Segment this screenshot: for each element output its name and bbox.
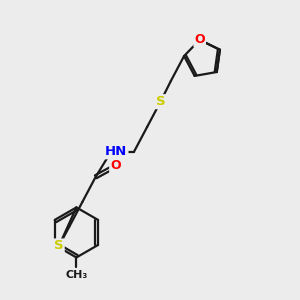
Text: S: S bbox=[156, 95, 165, 108]
Text: S: S bbox=[54, 239, 64, 253]
Text: CH₃: CH₃ bbox=[65, 270, 88, 280]
Text: O: O bbox=[194, 33, 205, 46]
Text: O: O bbox=[110, 159, 121, 172]
Text: HN: HN bbox=[105, 145, 128, 158]
